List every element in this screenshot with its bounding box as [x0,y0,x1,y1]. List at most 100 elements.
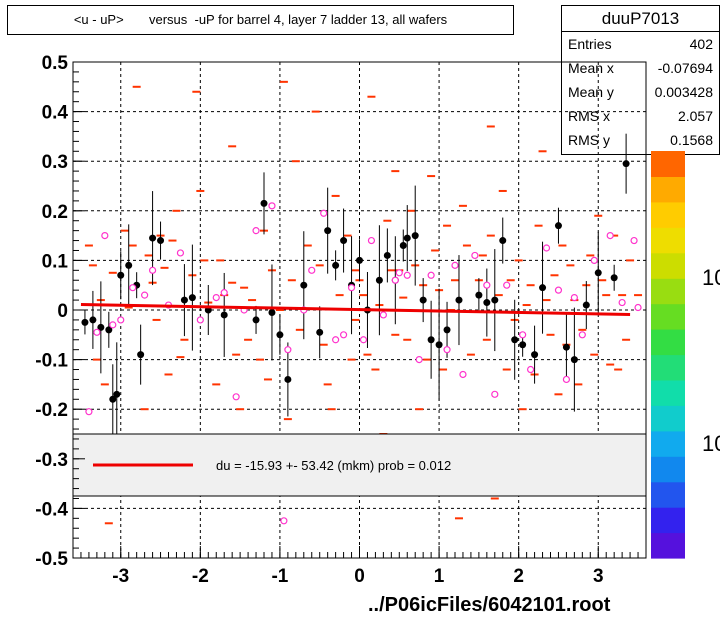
open-point [212,294,220,302]
open-point [606,232,614,240]
filled-point [582,301,590,309]
filled-point [491,296,499,304]
filled-point [427,336,435,344]
chart-title: <u - uP> versus -uP for barrel 4, layer … [7,5,514,35]
palette-band [651,303,685,330]
filled-point [276,331,284,339]
y-tick-label: 0.1 [42,251,69,272]
x-tick-label: -2 [192,566,209,587]
open-point [415,356,423,364]
filled-point [252,316,260,324]
open-point [101,232,109,240]
open-point [367,236,376,245]
filled-point [594,269,602,277]
open-point [308,266,316,274]
filled-point [81,318,89,326]
filled-point [399,242,407,250]
filled-point [300,281,308,289]
y-tick-label: 0 [57,301,68,322]
filled-point [157,237,165,245]
stats-label: RMS y [568,132,610,148]
filled-point [268,308,276,316]
open-point [427,271,435,279]
filled-point [419,296,427,304]
filled-point [188,294,196,302]
filled-point [89,316,97,324]
filled-point [137,351,145,359]
stats-row: Mean y 0.003428 [562,80,719,104]
filled-point [570,356,578,364]
fit-line [80,303,631,316]
open-point [459,370,467,379]
open-point [141,291,149,299]
y-tick-label: 0.4 [42,103,69,124]
open-point [519,331,527,339]
filled-point [125,261,133,269]
open-point [117,316,125,324]
open-point [578,331,586,339]
y-tick-label: -0.4 [35,499,68,520]
filled-point [149,234,157,242]
open-point [542,244,551,252]
open-point [403,271,411,279]
stats-title: duuP7013 [562,6,719,32]
palette-band [651,329,685,356]
filled-point [499,237,507,245]
stats-row: Entries 402 [562,32,719,56]
filled-point [180,296,188,304]
open-point [339,331,348,339]
open-point [148,266,157,274]
open-point [220,289,228,297]
palette-band [651,405,685,432]
x-tick-label: 1 [434,566,445,587]
fit-legend: du = -15.93 +- 53.42 (mkm) prob = 0.012 [72,433,647,497]
filled-point [443,326,451,334]
open-point [109,321,117,329]
stats-box: duuP7013 Entries 402 Mean x -0.07694 Mean … [561,5,720,155]
filled-point [483,299,491,307]
open-point [379,311,387,319]
open-point [129,284,137,292]
palette-band [651,227,685,254]
open-point [451,261,459,269]
stats-value: 2.057 [677,108,713,124]
filled-point [97,323,105,331]
open-point [93,328,101,336]
open-point [554,286,563,294]
filled-point [109,395,117,403]
filled-point [475,291,483,299]
open-point [347,284,356,292]
filled-point [332,261,340,269]
x-tick-label: -3 [112,566,129,587]
stats-label: Mean x [568,60,614,76]
palette-band [651,507,685,534]
filled-point [622,160,630,168]
open-point [618,298,626,307]
stats-row: RMS y 0.1568 [562,128,719,152]
filled-point [531,351,539,359]
filled-point [375,276,383,284]
file-path-footer: ../P06icFiles/6042101.root [368,594,611,616]
filled-point [539,284,547,292]
stats-value: 402 [689,36,713,52]
palette-band [651,481,685,508]
filled-point [324,227,332,235]
open-point [320,209,328,217]
y-tick-label: -0.2 [35,400,68,421]
filled-point [220,311,228,319]
palette-band [651,532,685,559]
palette-band [651,278,685,305]
stats-row: Mean x -0.07694 [562,56,719,80]
stats-value: 0.1568 [670,132,713,148]
filled-point [316,328,324,336]
filled-point [610,274,618,282]
filled-point [284,375,292,383]
open-point [232,393,240,401]
open-point [391,276,399,284]
filled-point [260,199,268,207]
open-point [280,517,288,525]
filled-point [554,222,562,230]
palette-label: 10 [702,431,720,456]
y-tick-label: -0.1 [35,351,68,372]
